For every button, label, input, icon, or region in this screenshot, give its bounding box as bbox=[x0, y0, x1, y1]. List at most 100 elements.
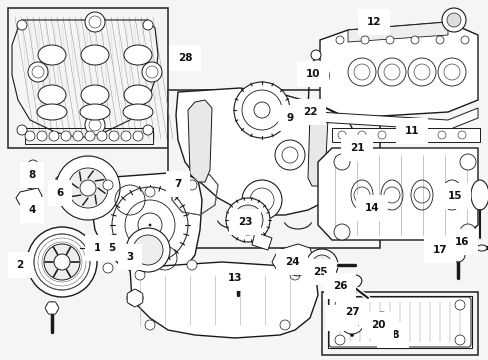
Circle shape bbox=[310, 50, 320, 60]
Circle shape bbox=[149, 225, 150, 226]
Text: 19: 19 bbox=[334, 313, 348, 323]
Ellipse shape bbox=[124, 85, 152, 105]
Circle shape bbox=[417, 131, 425, 139]
Circle shape bbox=[234, 82, 289, 138]
Circle shape bbox=[61, 131, 71, 141]
Text: 1: 1 bbox=[93, 243, 101, 253]
Circle shape bbox=[27, 227, 97, 297]
Ellipse shape bbox=[476, 245, 486, 251]
Polygon shape bbox=[345, 303, 357, 317]
Circle shape bbox=[150, 224, 151, 225]
Circle shape bbox=[333, 224, 349, 240]
Circle shape bbox=[149, 224, 150, 225]
Circle shape bbox=[289, 270, 299, 280]
Text: 15: 15 bbox=[447, 191, 461, 201]
Circle shape bbox=[103, 263, 113, 273]
Circle shape bbox=[410, 36, 418, 44]
Text: 23: 23 bbox=[237, 217, 252, 227]
Circle shape bbox=[46, 302, 58, 314]
Circle shape bbox=[454, 335, 464, 345]
Polygon shape bbox=[127, 289, 142, 307]
Circle shape bbox=[450, 248, 464, 262]
Circle shape bbox=[150, 225, 151, 226]
Circle shape bbox=[49, 131, 59, 141]
Circle shape bbox=[232, 205, 263, 235]
Circle shape bbox=[335, 36, 343, 44]
Text: 18: 18 bbox=[385, 330, 400, 340]
Text: 16: 16 bbox=[454, 237, 468, 247]
Circle shape bbox=[280, 320, 289, 330]
Polygon shape bbox=[45, 302, 59, 314]
Circle shape bbox=[284, 250, 304, 270]
Circle shape bbox=[360, 36, 368, 44]
Circle shape bbox=[357, 131, 365, 139]
Circle shape bbox=[85, 131, 95, 141]
Ellipse shape bbox=[37, 104, 67, 120]
Circle shape bbox=[149, 225, 150, 226]
Text: 27: 27 bbox=[344, 307, 359, 317]
Text: 25: 25 bbox=[312, 267, 326, 277]
Ellipse shape bbox=[124, 45, 152, 65]
Text: 7: 7 bbox=[174, 179, 182, 189]
Text: 20: 20 bbox=[370, 320, 385, 330]
Circle shape bbox=[85, 115, 105, 135]
Circle shape bbox=[334, 300, 345, 310]
Circle shape bbox=[148, 224, 149, 225]
Text: 13: 13 bbox=[227, 273, 242, 283]
Circle shape bbox=[149, 224, 150, 225]
Circle shape bbox=[385, 36, 393, 44]
Text: 28: 28 bbox=[177, 53, 192, 63]
Ellipse shape bbox=[342, 275, 361, 289]
Circle shape bbox=[457, 131, 465, 139]
Circle shape bbox=[121, 131, 131, 141]
Circle shape bbox=[135, 270, 145, 280]
Circle shape bbox=[37, 131, 47, 141]
Circle shape bbox=[28, 62, 48, 82]
Circle shape bbox=[68, 168, 108, 208]
Text: 2: 2 bbox=[16, 260, 23, 270]
Circle shape bbox=[142, 20, 153, 30]
Polygon shape bbox=[271, 244, 313, 276]
Circle shape bbox=[85, 12, 105, 32]
Circle shape bbox=[149, 225, 150, 226]
Circle shape bbox=[150, 224, 151, 225]
Text: 21: 21 bbox=[349, 143, 364, 153]
Text: 10: 10 bbox=[305, 69, 320, 79]
Circle shape bbox=[149, 224, 150, 225]
Circle shape bbox=[34, 234, 90, 290]
Ellipse shape bbox=[81, 85, 109, 105]
Circle shape bbox=[150, 224, 151, 225]
Text: 14: 14 bbox=[364, 203, 379, 213]
Circle shape bbox=[25, 131, 35, 141]
Bar bbox=[168, 90, 379, 248]
Polygon shape bbox=[317, 148, 477, 240]
Bar bbox=[327, 296, 471, 348]
Circle shape bbox=[441, 8, 465, 32]
Text: 6: 6 bbox=[56, 188, 63, 198]
Circle shape bbox=[54, 254, 70, 270]
Circle shape bbox=[435, 36, 443, 44]
Circle shape bbox=[148, 225, 149, 226]
Polygon shape bbox=[319, 22, 477, 118]
Polygon shape bbox=[16, 188, 42, 208]
Circle shape bbox=[225, 198, 269, 242]
Ellipse shape bbox=[38, 45, 66, 65]
Text: 26: 26 bbox=[332, 281, 346, 291]
Circle shape bbox=[305, 249, 337, 281]
Circle shape bbox=[103, 180, 113, 190]
Circle shape bbox=[345, 315, 358, 329]
Circle shape bbox=[56, 156, 120, 220]
Circle shape bbox=[242, 214, 253, 226]
Circle shape bbox=[133, 235, 163, 265]
Circle shape bbox=[274, 140, 305, 170]
Circle shape bbox=[148, 225, 149, 226]
Ellipse shape bbox=[80, 104, 110, 120]
Polygon shape bbox=[176, 88, 357, 215]
Circle shape bbox=[142, 125, 153, 135]
Circle shape bbox=[97, 131, 107, 141]
Circle shape bbox=[311, 255, 331, 275]
Circle shape bbox=[73, 131, 83, 141]
Text: 5: 5 bbox=[108, 243, 115, 253]
Circle shape bbox=[150, 225, 151, 226]
Ellipse shape bbox=[81, 45, 109, 65]
